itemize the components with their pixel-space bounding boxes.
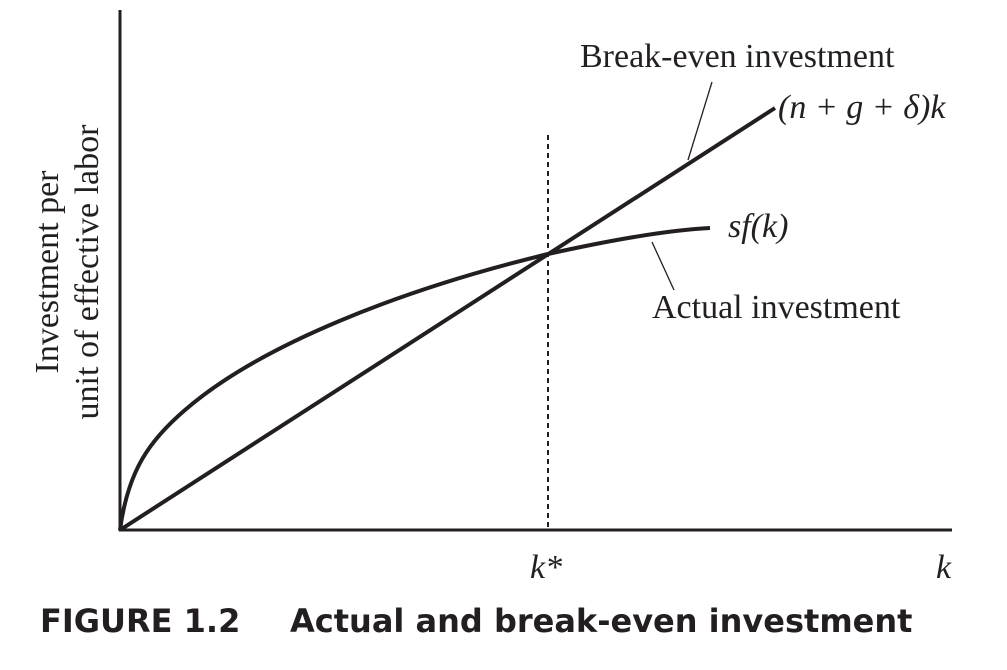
caption-title: Actual and break-even investment (290, 602, 912, 640)
line-label: Actual investment (652, 289, 901, 326)
x-label: k* (530, 549, 562, 586)
leader-line (651, 241, 675, 291)
actual-investment-curve (118, 226, 711, 531)
x-label: k (936, 549, 952, 586)
line-label: Break-even investment (580, 38, 895, 75)
line-formula: (n + g + δ)k (778, 89, 946, 126)
leader-line (687, 81, 713, 161)
line-formula: sf(k) (728, 208, 788, 245)
break-even-line (118, 106, 777, 532)
caption-number: FIGURE 1.2 (40, 602, 240, 640)
y-axis-label: Investment per (29, 170, 66, 374)
y-axis-label: unit of effective labor (69, 124, 106, 420)
